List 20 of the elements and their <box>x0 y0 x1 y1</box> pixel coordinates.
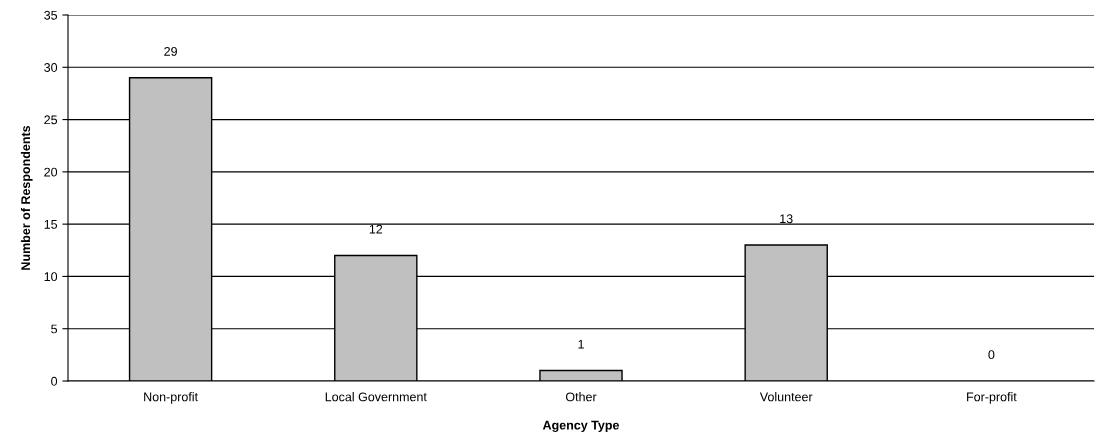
y-tick-label: 30 <box>44 63 58 72</box>
y-tick-label: 0 <box>51 376 58 386</box>
x-tick-label: Volunteer <box>759 392 813 402</box>
data-label: 13 <box>780 214 793 224</box>
data-label: 29 <box>164 46 177 56</box>
data-label: 1 <box>578 339 584 349</box>
y-tick-label: 5 <box>51 324 58 334</box>
x-tick-label: Local Government <box>325 392 427 402</box>
x-tick-label: Other <box>565 392 597 402</box>
x-tick-label: Non-profit <box>144 392 198 404</box>
y-tick-label: 35 <box>44 10 58 20</box>
y-tick-label: 15 <box>44 220 58 229</box>
y-tick-label: 10 <box>44 272 58 282</box>
y-tick-label: 20 <box>44 167 58 177</box>
y-axis-title: Number of Respondents <box>20 125 33 270</box>
y-tick-label: 25 <box>44 115 58 125</box>
data-label: 12 <box>369 224 383 234</box>
data-label: 0 <box>988 350 995 360</box>
x-axis-title: Agency Type <box>542 420 620 433</box>
x-tick-label: For-profit <box>967 392 1017 404</box>
